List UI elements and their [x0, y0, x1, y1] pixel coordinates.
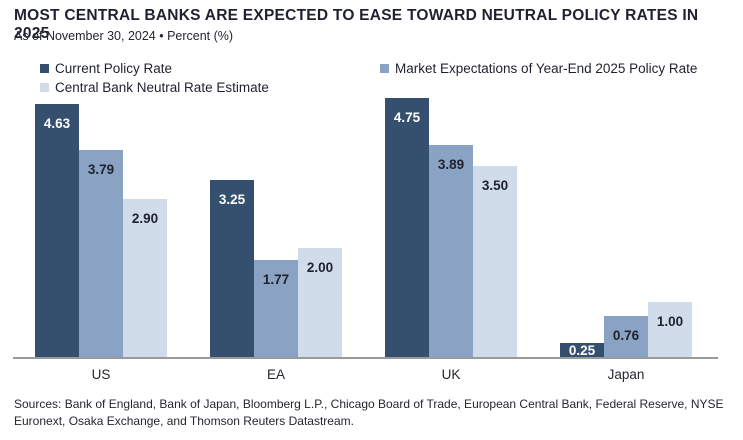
legend-item: Central Bank Neutral Rate Estimate: [40, 79, 400, 95]
bar-japan-series0: 0.25: [560, 343, 604, 358]
bar-group-japan: 0.25 0.76 1.00: [560, 95, 692, 358]
bar-ea-series2: 2.00: [298, 248, 342, 357]
legend: Current Policy Rate Market Expectations o…: [40, 60, 742, 95]
bar-plot-area: 4.63 3.79 2.90 3.25 1.77 2.00 4.75 3.89 3.50 0.25…: [0, 95, 743, 359]
legend-item: Market Expectations of Year-End 2025 Pol…: [380, 60, 740, 76]
legend-label: Market Expectations of Year-End 2025 Pol…: [395, 60, 698, 76]
x-axis-label-japan: Japan: [607, 367, 645, 382]
chart-title: MOST CENTRAL BANKS ARE EXPECTED TO EASE …: [14, 7, 699, 42]
bar-group-ea: 3.25 1.77 2.00: [210, 95, 342, 357]
bar-value-label: 4.75: [393, 110, 421, 125]
bar-uk-series2: 3.50: [473, 166, 517, 357]
legend-label: Central Bank Neutral Rate Estimate: [55, 79, 269, 95]
bar-value-label: 3.89: [437, 157, 465, 172]
bar-us-series2: 2.90: [123, 199, 167, 357]
bar-us-series1: 3.79: [79, 150, 123, 357]
bar-japan-series2: 1.00: [648, 302, 692, 357]
x-axis-line: [13, 357, 718, 359]
chart-subtitle: As of November 30, 2024 • Percent (%): [14, 29, 234, 43]
bar-us-series0: 4.63: [35, 104, 79, 357]
bar-group-us: 4.63 3.79 2.90: [35, 95, 167, 357]
bar-value-label: 3.50: [481, 178, 509, 193]
bar-ea-series1: 1.77: [254, 260, 298, 357]
bar-uk-series1: 3.89: [429, 145, 473, 357]
legend-item: Current Policy Rate: [40, 60, 380, 76]
sources-note: Sources: Bank of England, Bank of Japan,…: [14, 397, 724, 428]
legend-swatch-icon: [40, 63, 49, 73]
bar-value-label: 2.00: [306, 260, 334, 275]
legend-swatch-icon: [40, 82, 49, 92]
bar-uk-series0: 4.75: [385, 98, 429, 357]
bar-value-label: 4.63: [43, 116, 71, 131]
legend-swatch-icon: [380, 63, 389, 73]
x-axis-labels: US EA UK Japan: [0, 367, 743, 385]
bar-value-label: 0.25: [568, 342, 596, 358]
bar-value-label: 1.00: [656, 314, 684, 329]
bar-value-label: 3.79: [87, 162, 115, 177]
x-axis-label-uk: UK: [441, 367, 461, 382]
bar-value-label: 3.25: [218, 192, 246, 207]
bar-japan-series1: 0.76: [604, 316, 648, 357]
bar-value-label: 0.76: [612, 328, 640, 343]
bar-group-uk: 4.75 3.89 3.50: [385, 95, 517, 357]
bar-value-label: 1.77: [262, 272, 290, 287]
bar-ea-series0: 3.25: [210, 180, 254, 357]
x-axis-label-us: US: [91, 367, 111, 382]
bar-value-label: 2.90: [131, 211, 159, 226]
legend-label: Current Policy Rate: [55, 60, 173, 76]
x-axis-label-ea: EA: [266, 367, 285, 382]
